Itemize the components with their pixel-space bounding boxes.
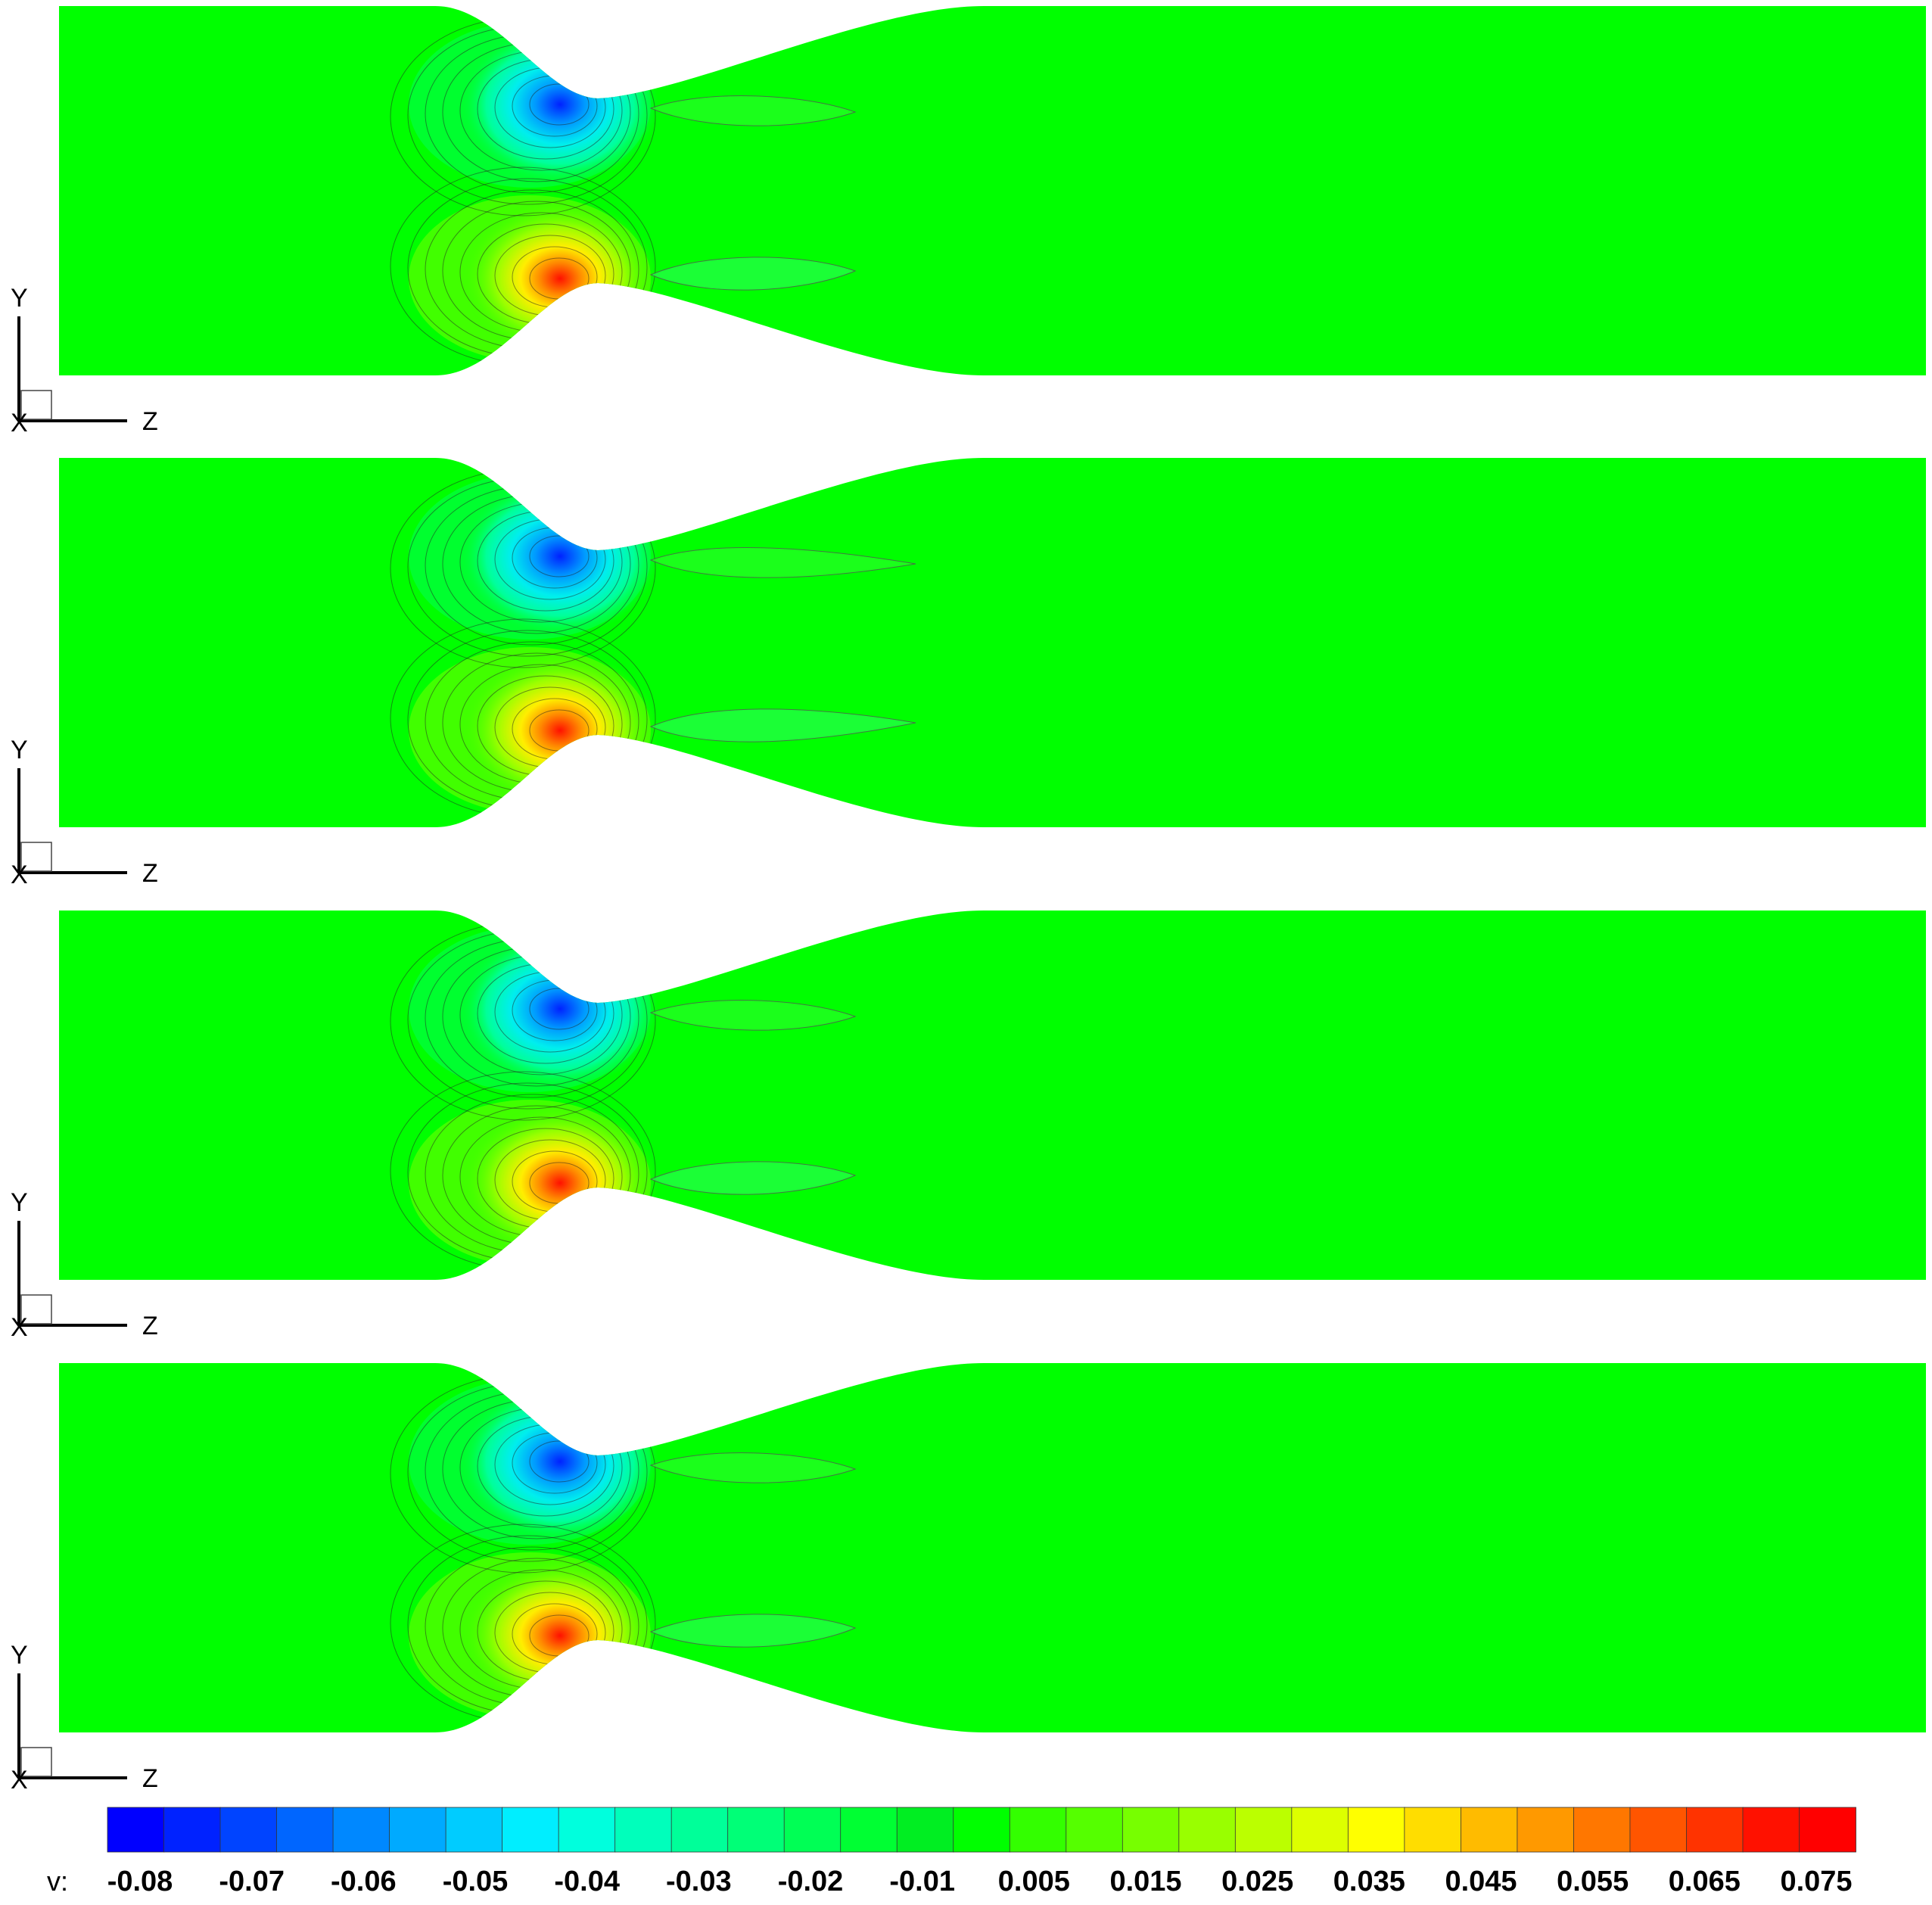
colorbar-tick-label: 0.065 — [1669, 1866, 1741, 1897]
downstream-lobe — [649, 547, 916, 578]
colorbar-swatch — [670, 1807, 729, 1853]
axis-y-label: Y — [11, 1641, 28, 1670]
colorbar-tick-label: -0.03 — [666, 1866, 732, 1897]
colorbar-tick-label: 0.035 — [1333, 1866, 1405, 1897]
colorbar-swatch — [1460, 1807, 1518, 1853]
colorbar-tick-label: -0.01 — [889, 1866, 955, 1897]
axis-y-label: Y — [11, 736, 28, 764]
downstream-lobe — [649, 1614, 857, 1648]
negative-core — [462, 477, 658, 636]
colorbar-tick-label: -0.05 — [443, 1866, 509, 1897]
downstream-lobe — [649, 1000, 857, 1031]
colorbar-swatch — [1799, 1807, 1856, 1853]
colorbar-tick-label: -0.04 — [554, 1866, 620, 1897]
contour-panel: Y Z X — [11, 458, 1926, 889]
downstream-lobe — [649, 1452, 857, 1483]
colorbar-swatch — [840, 1807, 898, 1853]
colorbar-tick-label: 0.015 — [1109, 1866, 1181, 1897]
colorbar-tick-label: 0.025 — [1221, 1866, 1293, 1897]
colorbar-swatch — [389, 1807, 446, 1853]
colorbar-swatch — [1573, 1807, 1631, 1853]
positive-core — [462, 199, 658, 358]
channel-domain — [59, 1363, 1926, 1732]
channel-domain — [59, 458, 1926, 827]
colorbar-tick-label: 0.055 — [1557, 1866, 1629, 1897]
negative-core — [462, 929, 658, 1088]
colorbar-swatch — [1404, 1807, 1462, 1853]
colorbar-swatch — [163, 1807, 221, 1853]
colorbar-tick-label: 0.045 — [1445, 1866, 1517, 1897]
colorbar-swatch — [502, 1807, 560, 1853]
colorbar-swatch — [219, 1807, 278, 1853]
colorbar-swatch — [783, 1807, 842, 1853]
downstream-lobe — [649, 257, 857, 291]
colorbar-swatch — [1009, 1807, 1067, 1853]
contour-panel: Y Z X — [11, 910, 1926, 1342]
colorbar-swatch — [1517, 1807, 1575, 1853]
axis-x-label: X — [11, 861, 28, 889]
colorbar-swatch — [107, 1807, 165, 1853]
axis-z-label: Z — [142, 1312, 158, 1340]
colorbar-swatch — [1234, 1807, 1293, 1853]
colorbar-swatch — [614, 1807, 673, 1853]
colorbar-swatch — [558, 1807, 616, 1853]
axis-x-label: X — [11, 1766, 28, 1794]
contour-panel: Y Z X — [11, 6, 1926, 437]
axis-y-label: Y — [11, 1188, 28, 1217]
colorbar: v: -0.08 -0.07 -0.06 -0.05 -0.04 -0.03 -0.02 -0.… — [47, 1807, 1856, 1897]
colorbar-swatch — [1178, 1807, 1237, 1853]
colorbar-swatch — [276, 1807, 334, 1853]
colorbar-tick-label: 0.075 — [1780, 1866, 1852, 1897]
positive-core — [462, 651, 658, 810]
colorbar-tick-label: -0.02 — [778, 1866, 844, 1897]
colorbar-tick-label: -0.07 — [219, 1866, 285, 1897]
colorbar-swatch — [1347, 1807, 1405, 1853]
colorbar-tick-label: 0.005 — [998, 1866, 1070, 1897]
colorbar-swatch — [332, 1807, 390, 1853]
downstream-lobe — [649, 708, 916, 742]
axis-x-label: X — [11, 409, 28, 437]
positive-core — [462, 1103, 658, 1262]
downstream-lobe — [649, 1161, 857, 1195]
colorbar-swatch — [896, 1807, 954, 1853]
channel-domain — [59, 910, 1926, 1280]
colorbar-swatch — [445, 1807, 503, 1853]
colorbar-swatch — [953, 1807, 1011, 1853]
channel-domain — [59, 6, 1926, 375]
colorbar-swatch — [727, 1807, 786, 1853]
colorbar-swatch — [1686, 1807, 1744, 1853]
downstream-lobe — [649, 95, 857, 126]
axis-z-label: Z — [142, 407, 158, 436]
colorbar-swatch — [1742, 1807, 1800, 1853]
colorbar-tick-label: -0.08 — [107, 1866, 173, 1897]
axis-y-label: Y — [11, 284, 28, 313]
negative-core — [462, 1382, 658, 1541]
colorbar-tick-label: -0.06 — [331, 1866, 397, 1897]
colorbar-swatch — [1066, 1807, 1124, 1853]
negative-core — [462, 25, 658, 184]
axis-z-label: Z — [142, 1764, 158, 1793]
axis-z-label: Z — [142, 859, 158, 888]
colorbar-swatch — [1629, 1807, 1688, 1853]
colorbar-variable-label: v: — [47, 1866, 68, 1897]
colorbar-swatch — [1122, 1807, 1180, 1853]
contour-panel: Y Z X — [11, 1363, 1926, 1794]
colorbar-swatch — [1291, 1807, 1349, 1853]
positive-core — [462, 1556, 658, 1715]
axis-x-label: X — [11, 1313, 28, 1342]
